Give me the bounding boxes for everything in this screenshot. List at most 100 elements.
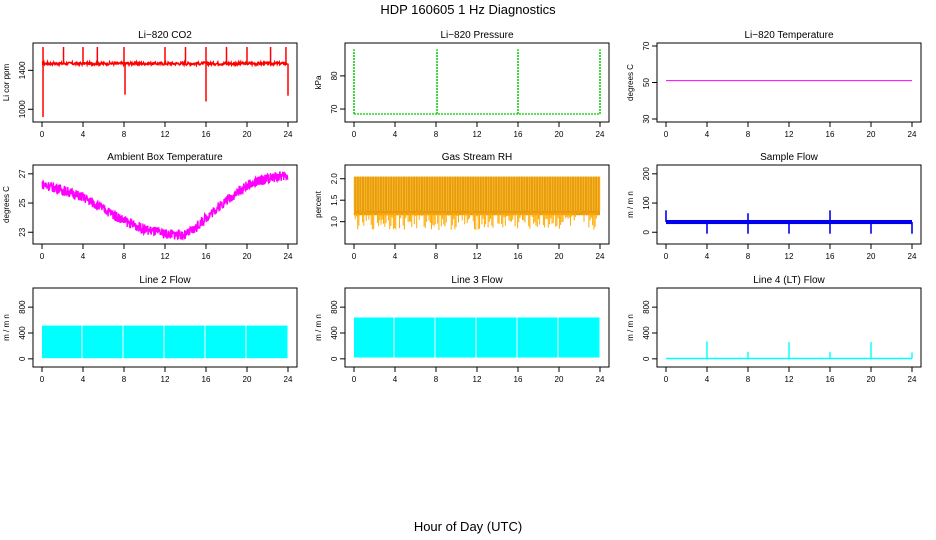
panel-title: Line 2 Flow <box>139 275 191 286</box>
x-tick-label: 16 <box>202 130 211 139</box>
y-tick-label: 0 <box>642 356 651 361</box>
x-tick-label: 8 <box>434 375 439 384</box>
x-tick-label: 4 <box>705 130 710 139</box>
panel-title: Li−820 CO2 <box>138 30 192 41</box>
x-tick-label: 24 <box>596 375 605 384</box>
x-tick-label: 12 <box>161 252 170 261</box>
x-tick-label: 12 <box>785 130 794 139</box>
x-tick-label: 20 <box>243 130 252 139</box>
panel-title: Line 4 (LT) Flow <box>753 275 825 286</box>
x-tick-label: 4 <box>81 252 86 261</box>
data-marks <box>41 46 289 118</box>
panel-2: Li−820 Pressure kPa 0 4 8 12 16 20 24 70 80 <box>314 30 610 139</box>
x-tick-label: 12 <box>473 375 482 384</box>
x-tick-label: 16 <box>514 252 523 261</box>
figure-title: HDP 160605 1 Hz Diagnostics <box>380 2 556 17</box>
y-axis-label: degrees C <box>626 64 635 101</box>
x-tick-label: 12 <box>473 252 482 261</box>
data-marks <box>353 49 601 115</box>
y-tick-label: 800 <box>330 300 339 314</box>
rh-texture <box>353 176 601 211</box>
x-tick-label: 8 <box>746 252 751 261</box>
panel-title: Li−820 Temperature <box>744 30 833 41</box>
y-tick-label: 200 <box>642 167 651 181</box>
ambient-temperature-series <box>41 171 289 241</box>
x-tick-label: 8 <box>122 252 127 261</box>
y-tick-label: 0 <box>642 229 651 234</box>
x-tick-label: 8 <box>434 130 439 139</box>
line3-flow-band <box>354 317 600 358</box>
x-tick-label: 8 <box>746 375 751 384</box>
x-tick-label: 4 <box>393 375 398 384</box>
x-tick-label: 16 <box>202 252 211 261</box>
x-tick-label: 24 <box>284 375 293 384</box>
x-tick-label: 8 <box>746 130 751 139</box>
x-tick-label: 24 <box>284 252 293 261</box>
x-tick-label: 8 <box>434 252 439 261</box>
x-tick-label: 0 <box>352 252 357 261</box>
x-tick-label: 0 <box>352 130 357 139</box>
x-tick-label: 20 <box>555 130 564 139</box>
y-axis-label: m / m n <box>314 314 323 341</box>
y-tick-label: 50 <box>642 78 651 87</box>
panel-title: Li−820 Pressure <box>440 30 514 41</box>
figure-x-axis-label: Hour of Day (UTC) <box>414 519 522 534</box>
x-tick-label: 4 <box>81 375 86 384</box>
data-marks <box>42 325 289 359</box>
panel-6: Sample Flow m / m n 0 4 8 12 16 20 24 0 100 200 <box>626 152 922 261</box>
y-axis-label: m / m n <box>2 314 11 341</box>
sample-flow-band <box>666 219 912 225</box>
data-marks <box>353 176 601 231</box>
y-tick-label: 0 <box>330 356 339 361</box>
panel-title: Sample Flow <box>760 152 819 163</box>
y-axis-label: degrees C <box>2 186 11 223</box>
x-tick-label: 4 <box>81 130 86 139</box>
panel-title: Line 3 Flow <box>451 275 503 286</box>
x-tick-label: 20 <box>867 375 876 384</box>
data-marks <box>665 210 913 234</box>
y-tick-label: 1.0 <box>330 216 339 228</box>
x-tick-label: 16 <box>202 375 211 384</box>
panel-7: Line 2 Flow m / m n 0 4 8 12 16 20 24 0 400 800 <box>2 275 298 384</box>
x-tick-label: 8 <box>122 375 127 384</box>
x-tick-label: 0 <box>664 252 669 261</box>
y-tick-label: 1400 <box>18 61 27 79</box>
y-tick-label: 400 <box>642 326 651 340</box>
x-tick-label: 20 <box>555 375 564 384</box>
y-tick-label: 100 <box>642 196 651 210</box>
x-tick-label: 0 <box>352 375 357 384</box>
y-tick-label: 80 <box>330 71 339 80</box>
y-tick-label: 23 <box>18 227 27 236</box>
x-tick-label: 4 <box>393 252 398 261</box>
x-tick-label: 0 <box>40 130 45 139</box>
x-tick-label: 12 <box>785 375 794 384</box>
x-tick-label: 16 <box>826 252 835 261</box>
x-tick-label: 16 <box>826 130 835 139</box>
x-tick-label: 4 <box>393 130 398 139</box>
x-tick-label: 0 <box>664 130 669 139</box>
x-tick-label: 4 <box>705 252 710 261</box>
x-tick-label: 24 <box>908 252 917 261</box>
panel-3: Li−820 Temperature degrees C 0 4 8 12 16 20 24 30… <box>626 30 922 139</box>
y-axis-label: kPa <box>314 75 323 89</box>
y-tick-label: 2.0 <box>330 173 339 185</box>
x-tick-label: 20 <box>555 252 564 261</box>
y-tick-label: 800 <box>18 300 27 314</box>
x-tick-label: 0 <box>40 375 45 384</box>
plot-frame <box>656 42 922 123</box>
x-tick-label: 16 <box>514 130 523 139</box>
x-tick-label: 12 <box>785 252 794 261</box>
panel-4: Ambient Box Temperature degrees C 0 4 8 12 16 2… <box>2 152 298 261</box>
panel-5: Gas Stream RH percent 0 4 8 12 16 20 24 1.0 1.5 2.0 <box>314 152 610 261</box>
panel-title: Ambient Box Temperature <box>107 152 223 163</box>
x-tick-label: 24 <box>284 130 293 139</box>
x-tick-label: 24 <box>908 130 917 139</box>
y-tick-label: 1.5 <box>330 194 339 206</box>
y-tick-label: 800 <box>642 300 651 314</box>
x-tick-label: 16 <box>826 375 835 384</box>
plot-frame <box>344 42 610 123</box>
data-marks <box>354 317 601 358</box>
y-tick-label: 400 <box>18 326 27 340</box>
